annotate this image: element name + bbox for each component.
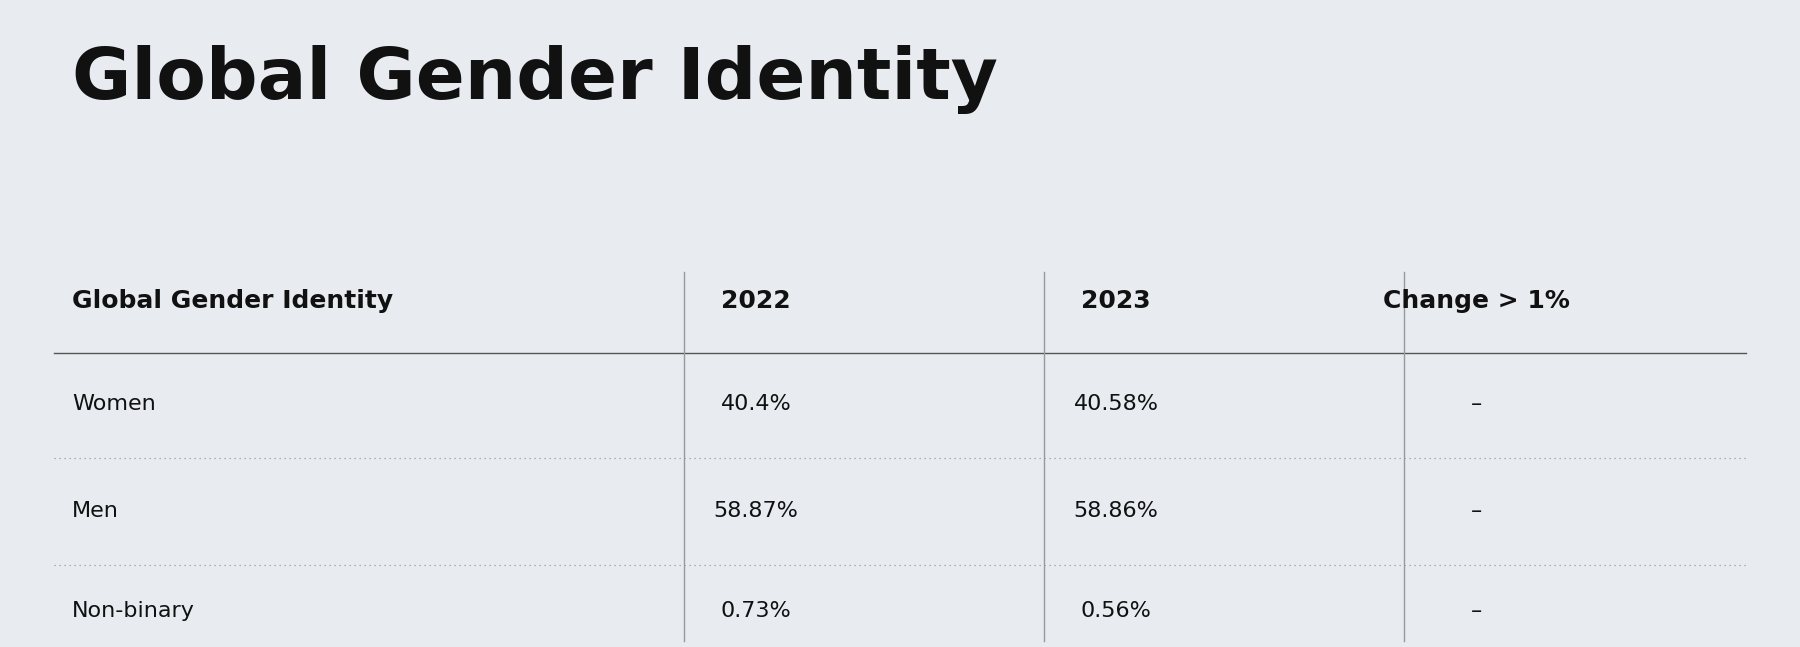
Text: –: – <box>1471 602 1481 621</box>
Text: Global Gender Identity: Global Gender Identity <box>72 45 997 115</box>
Text: Women: Women <box>72 395 157 414</box>
Text: 0.73%: 0.73% <box>720 602 792 621</box>
Text: 58.87%: 58.87% <box>713 501 799 521</box>
Text: 58.86%: 58.86% <box>1073 501 1159 521</box>
Text: 2022: 2022 <box>722 289 790 313</box>
Text: Change > 1%: Change > 1% <box>1382 289 1570 313</box>
Text: 0.56%: 0.56% <box>1080 602 1152 621</box>
Text: 40.58%: 40.58% <box>1073 395 1159 414</box>
Text: Men: Men <box>72 501 119 521</box>
Text: 2023: 2023 <box>1082 289 1150 313</box>
Text: Non-binary: Non-binary <box>72 602 194 621</box>
Text: –: – <box>1471 501 1481 521</box>
Text: 40.4%: 40.4% <box>720 395 792 414</box>
Text: –: – <box>1471 395 1481 414</box>
Text: Global Gender Identity: Global Gender Identity <box>72 289 392 313</box>
